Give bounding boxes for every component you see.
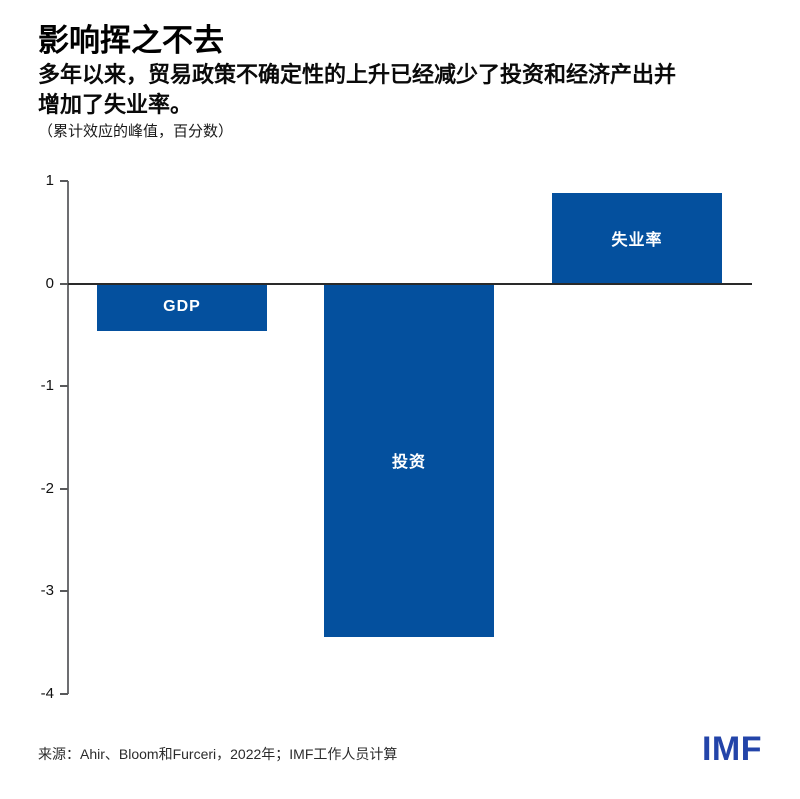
bar-investment: 投资	[324, 283, 494, 637]
y-tick-label: -2	[40, 479, 54, 497]
source-note: 来源：Ahir、Bloom和Furceri，2022年；IMF工作人员计算	[38, 746, 398, 762]
bar-label: 失业率	[611, 232, 663, 250]
y-tick-mark	[60, 180, 68, 182]
bar-gdp: GDP	[97, 283, 267, 331]
y-tick-mark	[60, 385, 68, 388]
y-tick-label: -4	[40, 685, 54, 702]
y-tick-label: -1	[40, 377, 54, 395]
chart-subtitle-line-2: 增加了失业率。	[38, 92, 193, 117]
y-tick-mark	[60, 487, 68, 490]
y-tick-mark	[60, 282, 68, 285]
y-tick-label: 1	[45, 172, 54, 189]
chart-title: 影响挥之不去	[38, 23, 224, 58]
zero-baseline	[68, 282, 752, 285]
bar-label: GDP	[163, 298, 201, 316]
bar-unemployment: 失业率	[552, 193, 722, 284]
y-tick-label: -3	[40, 582, 54, 600]
chart-subtitle-line-1: 多年以来，贸易政策不确定性的上升已经减少了投资和经济产出并	[38, 62, 677, 87]
chart-subtitle: 多年以来，贸易政策不确定性的上升已经减少了投资和经济产出并 增加了失业率。	[38, 60, 778, 120]
imf-logo: IMF	[701, 730, 762, 768]
y-tick-label: 0	[45, 274, 54, 292]
plot-area: 1 0 -1 -2 -3 -4 GDP 投资 失业率	[41, 172, 752, 702]
y-axis-line	[67, 181, 69, 694]
bar-label: 投资	[391, 454, 426, 472]
chart-unit-note: （累计效应的峰值，百分数）	[38, 123, 234, 140]
y-tick-mark	[60, 590, 68, 593]
y-tick-mark	[60, 693, 68, 695]
